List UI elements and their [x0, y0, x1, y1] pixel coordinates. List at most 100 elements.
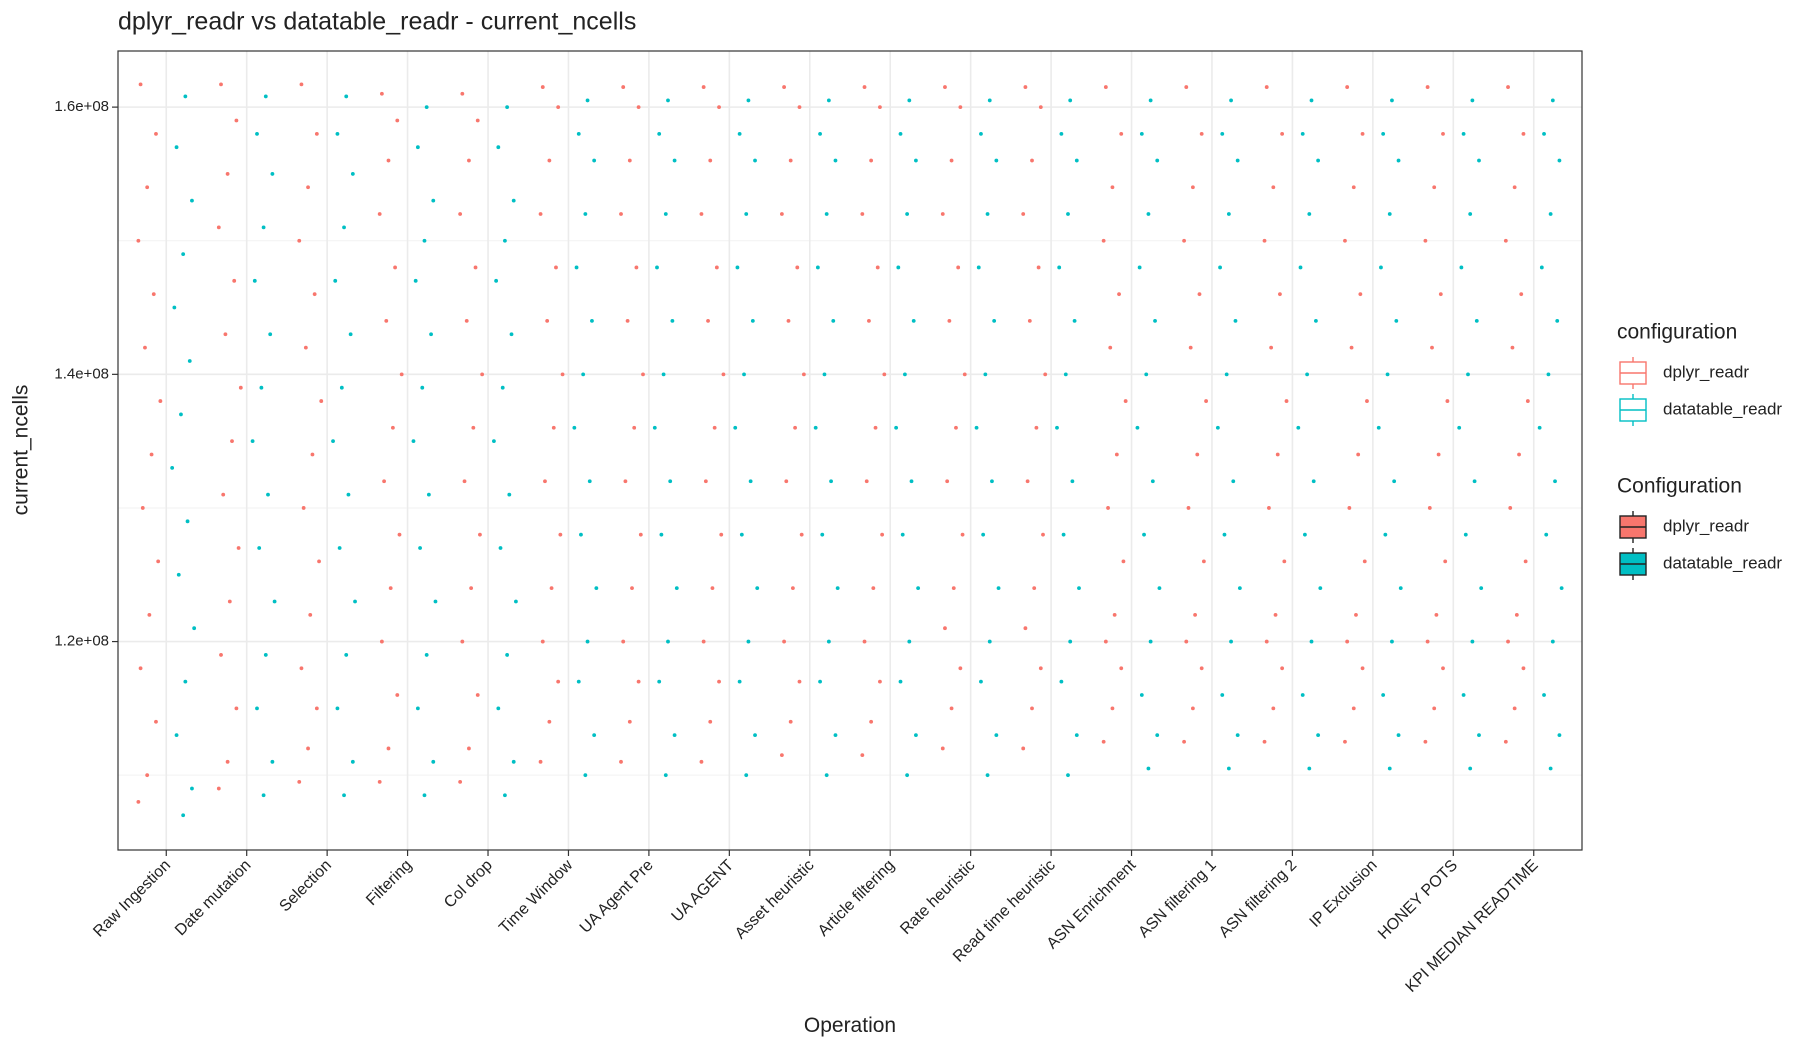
point	[712, 425, 717, 430]
point	[958, 666, 963, 671]
legend-label: datatable_readr	[1663, 553, 1782, 572]
point	[1318, 586, 1323, 591]
point	[831, 318, 836, 323]
point	[1229, 639, 1233, 644]
point	[594, 586, 599, 591]
point	[627, 719, 632, 724]
point	[1030, 706, 1034, 711]
point	[303, 345, 308, 350]
point	[1510, 345, 1515, 350]
point	[1461, 131, 1466, 136]
point	[252, 278, 257, 283]
point	[136, 238, 141, 243]
point	[297, 238, 302, 243]
y-tick-label: 1.2e+08	[54, 633, 109, 650]
point	[786, 318, 791, 323]
y-tick-label: 1.6e+08	[54, 98, 109, 115]
point	[429, 332, 433, 337]
point	[663, 212, 668, 216]
point	[699, 759, 704, 764]
point	[1347, 506, 1352, 510]
point	[462, 479, 467, 484]
point	[1280, 131, 1285, 136]
point	[348, 332, 353, 337]
point	[301, 506, 306, 510]
point	[1108, 345, 1113, 350]
point	[514, 599, 518, 604]
point	[949, 706, 954, 711]
point	[878, 679, 882, 684]
point	[1470, 98, 1475, 103]
point	[306, 185, 310, 190]
point	[1284, 399, 1289, 403]
point	[979, 679, 983, 684]
point	[717, 105, 721, 110]
point	[1146, 766, 1151, 771]
point	[147, 612, 152, 617]
point	[185, 519, 190, 524]
point	[1068, 98, 1073, 103]
point	[431, 198, 436, 203]
point	[1432, 185, 1437, 190]
point	[261, 225, 266, 230]
point	[475, 118, 480, 123]
point	[1025, 479, 1030, 484]
point	[985, 773, 990, 778]
point	[1155, 158, 1160, 163]
point	[583, 773, 588, 778]
point	[353, 599, 357, 604]
point	[1231, 479, 1236, 484]
point	[672, 158, 677, 163]
point	[1066, 212, 1070, 216]
legend-label: dplyr_readr	[1663, 516, 1749, 535]
point	[379, 639, 384, 644]
point	[1398, 586, 1403, 591]
point	[1027, 318, 1032, 323]
point	[422, 793, 427, 798]
point	[377, 212, 382, 216]
point	[149, 452, 154, 457]
point	[1059, 131, 1064, 136]
point	[860, 212, 865, 216]
point	[1311, 479, 1316, 484]
point	[1423, 238, 1428, 243]
point	[670, 318, 675, 323]
point	[753, 733, 757, 737]
point	[346, 492, 351, 497]
point	[1264, 85, 1269, 89]
point	[272, 599, 277, 604]
point	[871, 586, 876, 591]
point	[297, 779, 302, 784]
point	[255, 706, 259, 711]
point	[797, 105, 802, 110]
point	[1066, 773, 1070, 778]
point	[826, 639, 831, 644]
point	[714, 265, 719, 270]
point	[480, 372, 485, 377]
point	[793, 425, 797, 430]
point	[498, 546, 503, 550]
point	[1305, 372, 1310, 377]
point	[333, 278, 338, 283]
point	[907, 639, 912, 644]
point	[833, 733, 838, 737]
point	[257, 546, 262, 550]
point	[1032, 586, 1037, 591]
point	[987, 98, 992, 103]
point	[227, 599, 232, 604]
point	[699, 212, 704, 216]
chart-title: dplyr_readr vs datatable_readr - current…	[118, 8, 636, 36]
point	[234, 706, 239, 711]
point	[1190, 706, 1195, 711]
point	[467, 158, 471, 163]
point	[1557, 158, 1562, 163]
point	[1434, 612, 1439, 617]
point	[1537, 425, 1542, 430]
point	[1472, 479, 1477, 484]
point	[492, 439, 496, 444]
point	[592, 733, 597, 737]
point	[1021, 212, 1026, 216]
point	[1220, 693, 1225, 697]
